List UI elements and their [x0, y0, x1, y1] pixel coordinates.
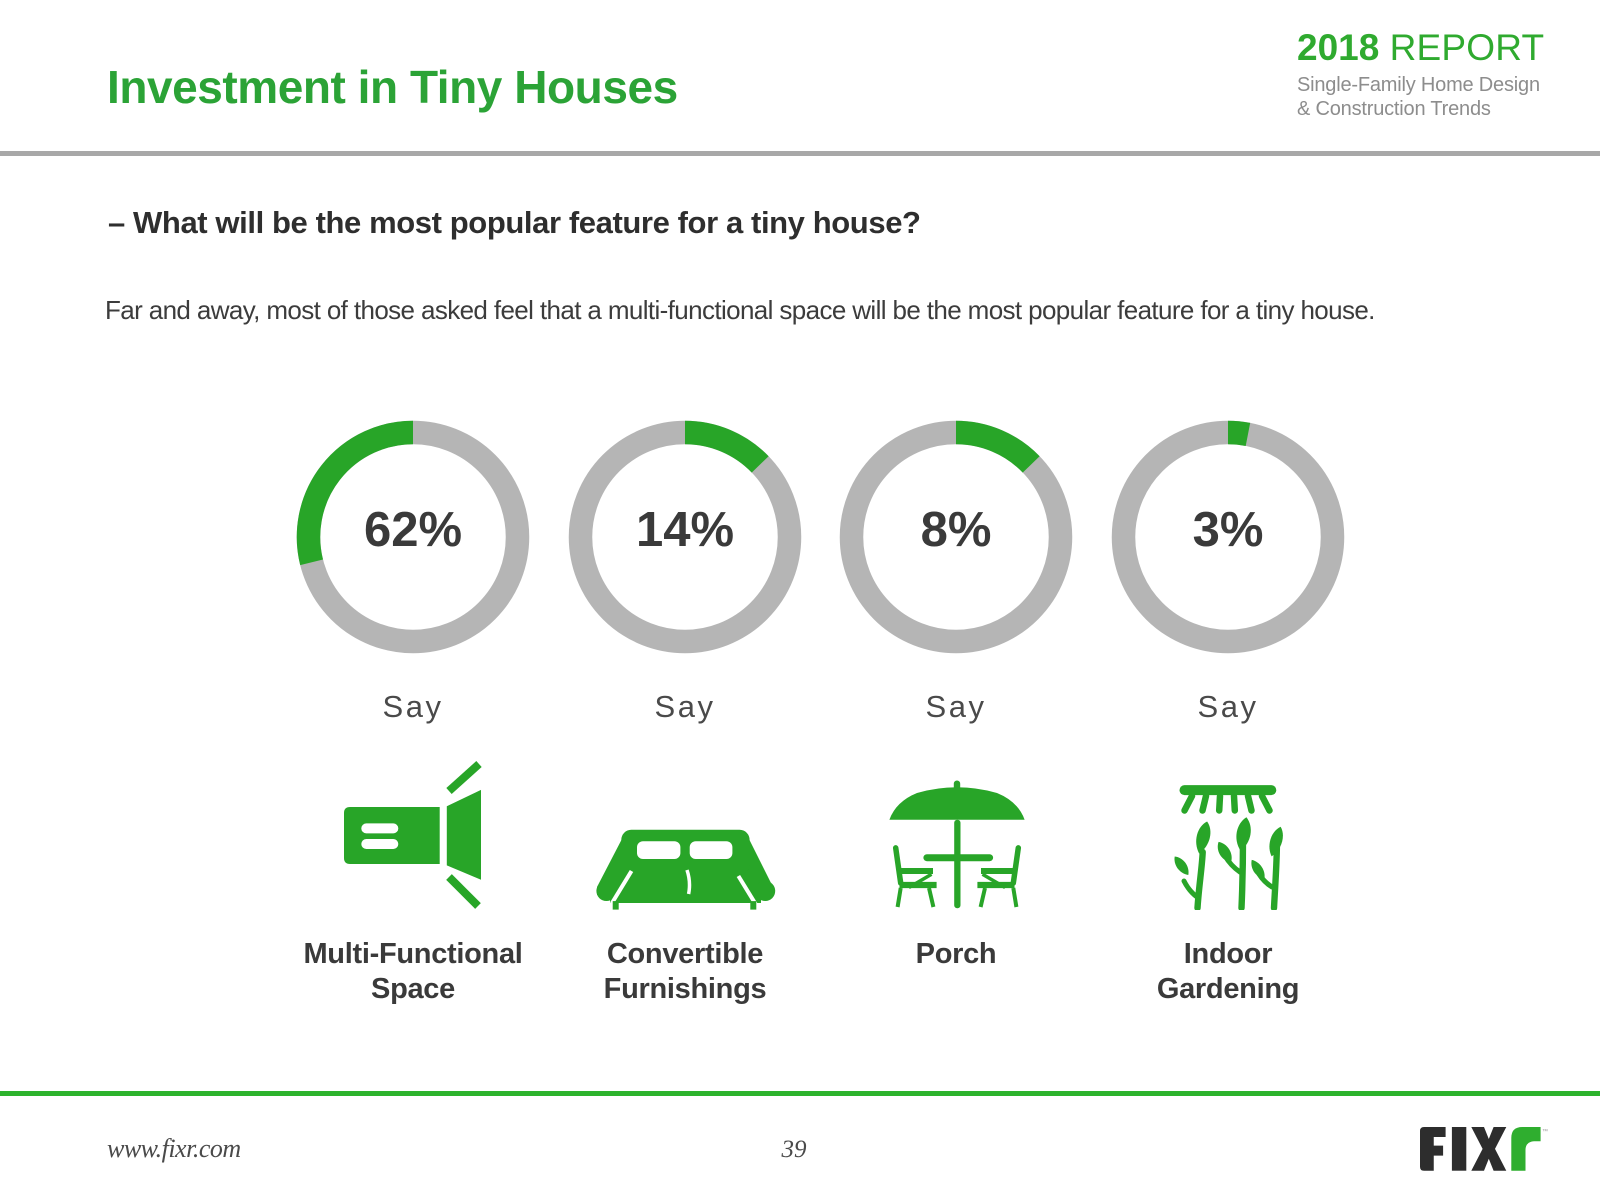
svg-text:™: ™ [1542, 1128, 1548, 1135]
